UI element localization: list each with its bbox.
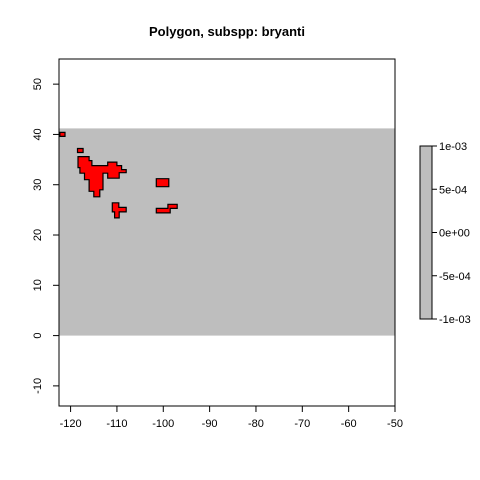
- legend-tick-label: 0e+00: [439, 228, 470, 240]
- x-tick-label: -50: [387, 418, 403, 430]
- range-polygon-4: [111, 202, 127, 219]
- x-tick-label: -120: [60, 418, 82, 430]
- y-tick-label: 40: [32, 128, 44, 140]
- legend-tick-label: 5e-04: [439, 184, 467, 196]
- range-polygon-6: [155, 203, 178, 214]
- legend-tick-label: -1e-03: [439, 314, 471, 326]
- y-tick-label: 10: [32, 279, 44, 291]
- x-tick-label: -90: [202, 418, 218, 430]
- x-tick-label: -80: [248, 418, 264, 430]
- y-tick-label: 50: [32, 78, 44, 90]
- y-tick-label: 0: [32, 333, 44, 339]
- chart-title: Polygon, subspp: bryanti: [149, 24, 305, 39]
- x-tick-label: -60: [341, 418, 357, 430]
- legend-colorbar: [419, 145, 433, 320]
- legend: 1e-03 5e-04 0e+00 -5e-04 -1e-03: [419, 141, 471, 326]
- y-tick-label: 30: [32, 179, 44, 191]
- plot-area: [59, 128, 395, 336]
- axes: -120 -110 -100 -90 -80 -70 -60 -50-100102030405…: [32, 58, 403, 430]
- range-polygon-5: [155, 178, 170, 188]
- legend-tick-label: 1e-03: [439, 141, 467, 153]
- x-tick-label: -100: [152, 418, 174, 430]
- x-tick-label: -70: [294, 418, 310, 430]
- raster-fill: [59, 128, 395, 336]
- x-tick-label: -110: [106, 418, 127, 430]
- range-polygon-2: [76, 147, 84, 154]
- range-polygon-3: [77, 156, 127, 198]
- range-polygon-1: [59, 131, 66, 137]
- y-tick-label: -10: [32, 378, 44, 394]
- legend-tick-label: -5e-04: [439, 271, 471, 283]
- y-tick-label: 20: [32, 229, 44, 241]
